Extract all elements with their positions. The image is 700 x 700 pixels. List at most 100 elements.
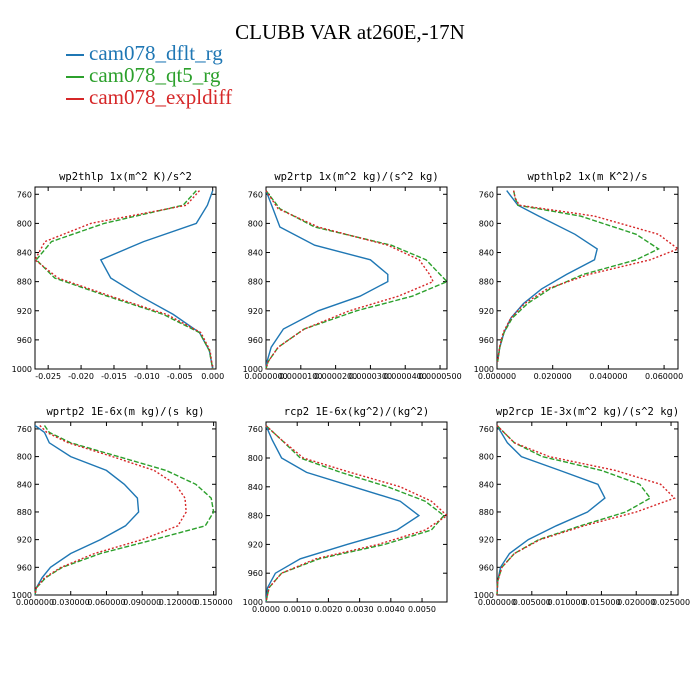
x-tick-label: 0.0030 <box>346 605 374 614</box>
plot-frame <box>265 186 448 370</box>
x-tick-label: 0.0040 <box>377 605 405 614</box>
panel-3: wpthlp2 1x(m K^2)/s 760 800 840 880 920 960 100… <box>474 171 684 381</box>
y-tick-label: 840 <box>17 480 32 489</box>
y-tick-label: 1000 <box>12 591 32 600</box>
x-tick-label: 0.000000 <box>478 372 516 381</box>
y-tick-label: 760 <box>248 425 263 434</box>
plot-frame <box>265 421 448 603</box>
x-tick-label: 0.150000 <box>195 598 233 607</box>
plot-frame <box>496 186 679 370</box>
series-line-cam078_expldiff <box>496 425 676 596</box>
x-tick-label: 0.0000100 <box>279 372 322 381</box>
y-tick-label: 920 <box>248 307 263 316</box>
legend-label: cam078_expldiff <box>89 85 233 109</box>
x-tick-label: -0.015 <box>101 372 127 381</box>
y-tick-label: 760 <box>479 190 494 199</box>
x-tick-label: 0.000 <box>201 372 224 381</box>
x-tick-label: -0.020 <box>68 372 94 381</box>
series-line-cam078_qt5_rg <box>34 425 215 596</box>
x-tick-label: 0.120000 <box>159 598 197 607</box>
y-tick-label: 880 <box>248 512 263 521</box>
y-tick-label: 920 <box>479 536 494 545</box>
series-line-cam078_expldiff <box>265 190 435 370</box>
series-line-cam078_dflt_rg <box>99 190 214 370</box>
y-tick-label: 880 <box>17 278 32 287</box>
series-line-cam078_dflt_rg <box>496 425 606 596</box>
series-line-cam078_dflt_rg <box>265 425 421 603</box>
x-tick-label: 0.0000300 <box>349 372 392 381</box>
series-line-cam078_expldiff <box>265 425 449 603</box>
series-line-cam078_dflt_rg <box>265 190 389 370</box>
panel-4: wprtp2 1E-6x(m kg)/(s kg) 760 800 840 880 920… <box>12 406 233 607</box>
x-tick-label: 0.000000 <box>478 598 516 607</box>
plot-frame <box>34 186 217 370</box>
panel-title: wp2rtp 1x(m^2 kg)/(s^2 kg) <box>274 171 438 183</box>
legend-swatch <box>66 76 84 79</box>
y-tick-label: 760 <box>248 190 263 199</box>
y-tick-label: 880 <box>479 278 494 287</box>
legend-label: cam078_dflt_rg <box>89 41 223 65</box>
series-line-cam078_expldiff <box>496 190 680 362</box>
legend-swatch <box>66 54 84 57</box>
x-tick-label: 0.0020 <box>314 605 342 614</box>
x-tick-label: 0.020000 <box>534 372 572 381</box>
y-tick-label: 800 <box>479 219 494 228</box>
y-tick-label: 880 <box>17 508 32 517</box>
y-tick-label: 840 <box>479 480 494 489</box>
legend-item-expldiff: cam078_expldiff <box>66 86 232 108</box>
y-tick-label: 760 <box>17 190 32 199</box>
y-tick-label: 1000 <box>474 365 494 374</box>
plot-frame <box>34 421 217 596</box>
x-tick-label: 0.090000 <box>123 598 161 607</box>
panel-5: rcp2 1E-6x(kg^2)/(kg^2) 760 800 840 880 920 96… <box>243 406 449 614</box>
legend-label: cam078_qt5_rg <box>89 63 221 87</box>
y-tick-label: 1000 <box>474 591 494 600</box>
x-tick-label: 0.060000 <box>645 372 683 381</box>
y-tick-label: 880 <box>479 508 494 517</box>
x-tick-label: 0.0000200 <box>314 372 357 381</box>
x-tick-label: -0.010 <box>134 372 160 381</box>
x-tick-label: 0.0000500 <box>418 372 461 381</box>
y-tick-label: 920 <box>17 307 32 316</box>
y-tick-label: 960 <box>17 563 32 572</box>
x-tick-label: -0.025 <box>35 372 61 381</box>
y-tick-label: 800 <box>248 454 263 463</box>
x-tick-label: 0.030000 <box>52 598 90 607</box>
x-tick-label: 0.0050 <box>408 605 436 614</box>
x-tick-label: 0.0000 <box>252 605 280 614</box>
panel-1: wp2thlp 1x(m^2 K)/s^2 760 800 840 880 920 960 1… <box>12 171 225 381</box>
legend: cam078_dflt_rg cam078_qt5_rg cam078_expl… <box>66 42 232 108</box>
y-tick-label: 960 <box>17 336 32 345</box>
x-tick-label: -0.005 <box>167 372 193 381</box>
y-tick-label: 840 <box>479 249 494 258</box>
y-tick-label: 800 <box>17 219 32 228</box>
y-tick-label: 1000 <box>12 365 32 374</box>
figure-title: CLUBB VAR at260E,-17N <box>235 20 465 44</box>
series-line-cam078_expldiff <box>34 190 214 370</box>
y-tick-label: 840 <box>248 249 263 258</box>
x-tick-label: 0.0000400 <box>384 372 427 381</box>
y-tick-label: 760 <box>17 425 32 434</box>
y-tick-label: 800 <box>17 453 32 462</box>
x-tick-label: 0.020000 <box>617 598 655 607</box>
legend-item-qt5: cam078_qt5_rg <box>66 64 232 86</box>
x-tick-label: 0.010000 <box>548 598 586 607</box>
plot-frame <box>496 421 679 596</box>
legend-swatch <box>66 98 84 101</box>
panel-title: rcp2 1E-6x(kg^2)/(kg^2) <box>284 406 429 418</box>
x-tick-label: 0.0010 <box>283 605 311 614</box>
panel-2: wp2rtp 1x(m^2 kg)/(s^2 kg) 760 800 840 880 92… <box>243 171 462 381</box>
panel-title: wp2rcp 1E-3x(m^2 kg)/(s^2 kg) <box>496 406 679 418</box>
x-tick-label: 0.000000 <box>16 598 54 607</box>
y-tick-label: 880 <box>248 278 263 287</box>
y-tick-label: 960 <box>479 336 494 345</box>
y-tick-label: 840 <box>17 249 32 258</box>
y-tick-label: 1000 <box>243 365 263 374</box>
y-tick-label: 960 <box>479 563 494 572</box>
x-tick-label: 0.060000 <box>87 598 125 607</box>
panel-title: wp2thlp 1x(m^2 K)/s^2 <box>59 171 192 183</box>
series-line-cam078_qt5_rg <box>265 190 449 370</box>
y-tick-label: 960 <box>248 336 263 345</box>
series-line-cam078_qt5_rg <box>35 190 214 370</box>
